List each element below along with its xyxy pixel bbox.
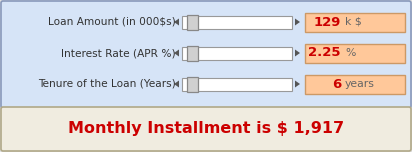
FancyBboxPatch shape (182, 16, 292, 29)
Text: 6: 6 (332, 78, 341, 90)
Polygon shape (174, 50, 179, 57)
Text: Monthly Installment is $ 1,917: Monthly Installment is $ 1,917 (68, 121, 344, 136)
Text: years: years (345, 79, 375, 89)
FancyBboxPatch shape (305, 43, 405, 62)
FancyBboxPatch shape (187, 14, 198, 29)
FancyBboxPatch shape (1, 107, 411, 151)
FancyBboxPatch shape (182, 47, 292, 59)
Text: Loan Amount (in 000$s): Loan Amount (in 000$s) (48, 17, 176, 27)
Polygon shape (295, 81, 300, 88)
Text: 129: 129 (314, 16, 341, 29)
Text: Interest Rate (APR %): Interest Rate (APR %) (61, 48, 176, 58)
Text: %: % (345, 48, 356, 58)
FancyBboxPatch shape (1, 1, 411, 108)
Text: k $: k $ (345, 17, 362, 27)
FancyBboxPatch shape (305, 74, 405, 93)
FancyBboxPatch shape (187, 45, 198, 60)
Text: Tenure of the Loan (Years): Tenure of the Loan (Years) (38, 79, 176, 89)
Polygon shape (295, 19, 300, 26)
Polygon shape (174, 19, 179, 26)
FancyBboxPatch shape (305, 12, 405, 31)
Polygon shape (174, 81, 179, 88)
Text: 2.25: 2.25 (309, 47, 341, 59)
FancyBboxPatch shape (187, 76, 198, 92)
FancyBboxPatch shape (182, 78, 292, 90)
Polygon shape (295, 50, 300, 57)
